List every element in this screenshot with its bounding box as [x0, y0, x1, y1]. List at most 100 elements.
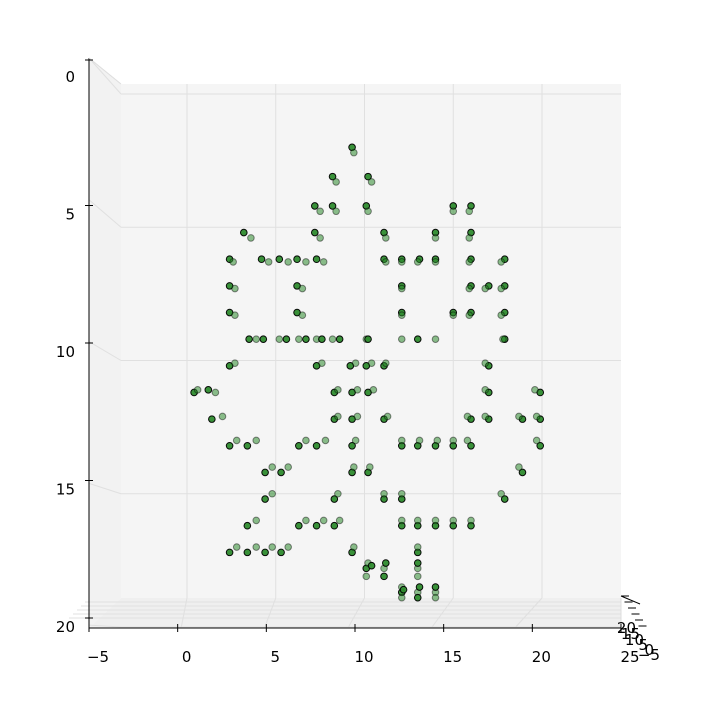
data-point	[302, 516, 310, 525]
data-point	[497, 311, 505, 319]
data-point	[465, 258, 474, 266]
data-point	[413, 516, 422, 525]
z-axis-line	[620, 595, 641, 605]
z-tick-label: 0	[644, 641, 654, 659]
data-point	[295, 521, 303, 530]
data-point	[193, 386, 202, 394]
x-tick-label: 25	[620, 648, 639, 666]
data-point	[316, 207, 324, 216]
data-point	[449, 516, 458, 525]
data-point	[467, 516, 475, 525]
data-point	[413, 258, 422, 266]
data-point	[397, 516, 406, 525]
data-point	[334, 412, 342, 421]
data-point	[245, 335, 253, 343]
data-point	[295, 335, 303, 343]
x-tick-label: 20	[532, 648, 551, 666]
floor-grid-line-x-1	[180, 597, 188, 629]
data-point	[350, 463, 358, 471]
data-point	[252, 516, 261, 525]
y-tick-label: 20	[56, 618, 75, 636]
data-point	[225, 308, 234, 317]
data-point	[415, 436, 424, 445]
data-point	[481, 386, 490, 394]
data-point	[413, 543, 422, 551]
data-point	[431, 516, 440, 525]
data-point	[312, 362, 321, 370]
data-point	[257, 255, 266, 264]
data-point	[293, 282, 301, 290]
data-point	[463, 412, 472, 421]
floor-grid-line-x-4	[430, 597, 454, 629]
y-tick-label: 5	[65, 206, 75, 224]
data-point	[231, 284, 239, 293]
data-point	[252, 543, 261, 551]
data-point	[225, 362, 234, 370]
data-point	[268, 489, 277, 498]
data-point	[397, 436, 406, 445]
data-point	[268, 463, 277, 471]
data-point	[397, 593, 406, 602]
data-point	[243, 521, 252, 530]
z-tick-label: 20	[617, 619, 636, 637]
y-tick-label: 10	[56, 343, 75, 361]
data-point	[397, 258, 406, 266]
data-point	[335, 335, 344, 343]
data-point	[293, 255, 301, 264]
data-point	[497, 489, 505, 498]
data-point	[380, 489, 388, 498]
data-point	[298, 311, 307, 319]
data-point	[208, 415, 216, 423]
data-point	[350, 543, 358, 551]
data-point	[231, 311, 239, 319]
data-point	[364, 207, 372, 216]
data-point	[433, 436, 442, 445]
data-point	[518, 468, 527, 477]
data-point	[293, 308, 301, 317]
data-point	[397, 284, 406, 293]
data-point	[481, 359, 490, 367]
data-point	[399, 585, 408, 594]
data-point	[369, 386, 378, 394]
y-tick-label: 15	[56, 481, 75, 499]
data-point	[268, 543, 277, 551]
data-point	[277, 468, 285, 477]
data-point	[467, 441, 475, 450]
data-point	[362, 362, 371, 370]
data-point	[252, 335, 261, 343]
x-tick-label: 10	[354, 648, 373, 666]
data-point	[497, 284, 505, 293]
data-point	[284, 258, 292, 266]
data-point	[312, 441, 321, 450]
data-point	[295, 441, 303, 450]
data-point	[367, 359, 376, 367]
data-point	[536, 441, 545, 450]
data-point	[328, 335, 337, 343]
data-point	[481, 412, 490, 421]
data-point	[362, 572, 371, 581]
z-tick-label: 15	[621, 625, 640, 643]
data-point	[259, 335, 268, 343]
data-point	[465, 234, 474, 242]
data-point	[229, 258, 237, 266]
data-point	[364, 388, 372, 397]
data-point	[531, 386, 539, 394]
data-point	[431, 335, 440, 343]
data-point	[380, 572, 388, 581]
x-tick-label: 5	[271, 648, 281, 666]
data-point	[232, 436, 241, 445]
data-point	[500, 495, 509, 503]
data-point	[261, 468, 269, 477]
data-point	[231, 359, 239, 367]
data-point	[449, 207, 458, 216]
data-point	[328, 172, 337, 181]
data-point	[312, 521, 321, 530]
data-point	[413, 559, 422, 567]
data-point	[350, 148, 358, 157]
data-point	[321, 436, 330, 445]
data-point	[364, 335, 372, 343]
data-point	[335, 516, 344, 525]
data-point	[382, 559, 390, 567]
